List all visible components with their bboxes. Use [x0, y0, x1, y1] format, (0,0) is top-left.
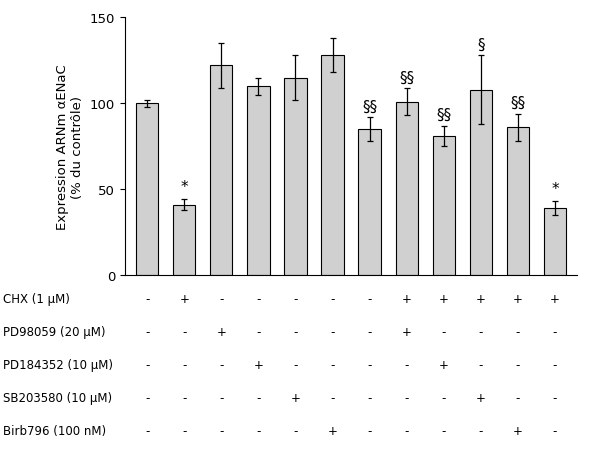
Text: -: -: [553, 358, 557, 371]
Text: §§: §§: [436, 108, 452, 123]
Text: -: -: [516, 358, 520, 371]
Bar: [358, 130, 381, 275]
Text: +: +: [179, 292, 189, 305]
Text: -: -: [441, 392, 446, 404]
Bar: [469, 90, 492, 275]
Text: -: -: [478, 458, 483, 459]
Text: PD184352 (10 μM): PD184352 (10 μM): [3, 358, 113, 371]
Text: -: -: [478, 425, 483, 437]
Text: -: -: [516, 392, 520, 404]
Text: -: -: [553, 392, 557, 404]
Text: §: §: [477, 38, 484, 53]
Text: CHX (1 μM): CHX (1 μM): [3, 292, 70, 305]
Text: +: +: [513, 425, 523, 437]
Text: JNK inh. (5 μM): JNK inh. (5 μM): [3, 458, 90, 459]
Text: -: -: [219, 358, 224, 371]
Text: -: -: [367, 425, 372, 437]
Text: §§: §§: [362, 99, 377, 114]
Text: -: -: [145, 392, 149, 404]
Text: -: -: [256, 392, 261, 404]
Text: Birb796 (100 nM): Birb796 (100 nM): [3, 425, 106, 437]
Text: -: -: [182, 358, 186, 371]
Text: -: -: [367, 358, 372, 371]
Text: -: -: [367, 292, 372, 305]
Text: -: -: [219, 425, 224, 437]
Text: -: -: [256, 292, 261, 305]
Text: +: +: [253, 358, 264, 371]
Text: -: -: [330, 325, 335, 338]
Text: -: -: [145, 358, 149, 371]
Text: -: -: [330, 458, 335, 459]
Text: -: -: [516, 325, 520, 338]
Text: -: -: [293, 292, 298, 305]
Text: -: -: [553, 325, 557, 338]
Text: -: -: [219, 292, 224, 305]
Text: -: -: [256, 325, 261, 338]
Text: -: -: [145, 325, 149, 338]
Bar: [210, 67, 233, 275]
Bar: [507, 128, 529, 275]
Text: +: +: [402, 325, 412, 338]
Y-axis label: Expression ARNm αENaC
(% du contrôle): Expression ARNm αENaC (% du contrôle): [57, 64, 84, 230]
Bar: [433, 137, 455, 275]
Text: +: +: [439, 292, 449, 305]
Bar: [544, 208, 566, 275]
Text: -: -: [182, 458, 186, 459]
Text: -: -: [441, 425, 446, 437]
Text: +: +: [476, 392, 486, 404]
Text: +: +: [290, 392, 300, 404]
Text: +: +: [550, 292, 560, 305]
Text: -: -: [367, 392, 372, 404]
Text: -: -: [256, 425, 261, 437]
Text: +: +: [439, 358, 449, 371]
Text: -: -: [182, 425, 186, 437]
Text: -: -: [405, 358, 409, 371]
Text: +: +: [328, 425, 337, 437]
Text: +: +: [550, 458, 560, 459]
Text: -: -: [441, 458, 446, 459]
Bar: [321, 56, 344, 275]
Text: -: -: [367, 325, 372, 338]
Text: *: *: [180, 180, 188, 195]
Text: -: -: [330, 392, 335, 404]
Text: -: -: [293, 358, 298, 371]
Text: -: -: [330, 358, 335, 371]
Text: -: -: [405, 425, 409, 437]
Text: -: -: [293, 458, 298, 459]
Text: +: +: [402, 292, 412, 305]
Text: -: -: [553, 425, 557, 437]
Text: *: *: [551, 182, 559, 196]
Text: -: -: [478, 325, 483, 338]
Text: -: -: [293, 325, 298, 338]
Text: PD98059 (20 μM): PD98059 (20 μM): [3, 325, 105, 338]
Text: +: +: [217, 325, 226, 338]
Text: -: -: [441, 325, 446, 338]
Text: -: -: [219, 458, 224, 459]
Bar: [136, 104, 158, 275]
Text: -: -: [182, 392, 186, 404]
Text: -: -: [330, 292, 335, 305]
Text: -: -: [478, 358, 483, 371]
Text: -: -: [405, 392, 409, 404]
Text: §§: §§: [511, 96, 525, 111]
Text: -: -: [405, 458, 409, 459]
Text: -: -: [293, 425, 298, 437]
Bar: [173, 205, 195, 275]
Text: +: +: [476, 292, 486, 305]
Bar: [284, 78, 306, 275]
Text: -: -: [145, 425, 149, 437]
Text: -: -: [219, 392, 224, 404]
Bar: [248, 87, 270, 275]
Text: -: -: [256, 458, 261, 459]
Text: -: -: [145, 458, 149, 459]
Text: -: -: [182, 325, 186, 338]
Text: -: -: [145, 292, 149, 305]
Text: -: -: [516, 458, 520, 459]
Text: SB203580 (10 μM): SB203580 (10 μM): [3, 392, 112, 404]
Bar: [396, 102, 418, 275]
Text: §§: §§: [399, 70, 414, 85]
Text: +: +: [365, 458, 374, 459]
Text: +: +: [513, 292, 523, 305]
